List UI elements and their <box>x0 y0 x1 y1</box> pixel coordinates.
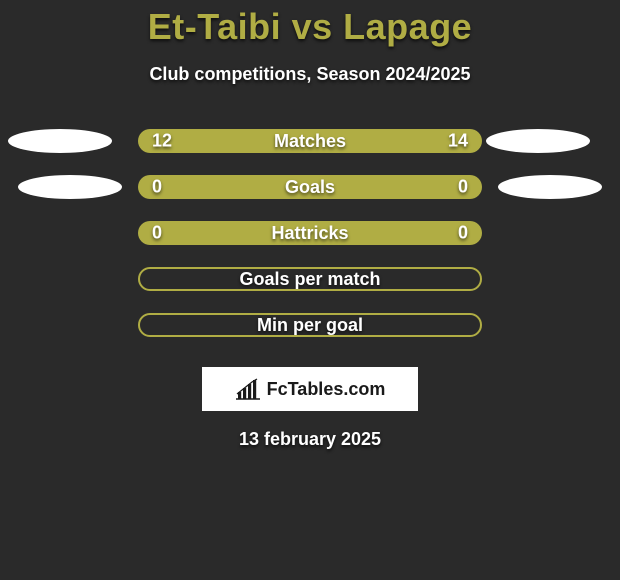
team-left-ellipse <box>8 129 112 153</box>
stat-label: Goals <box>285 177 335 198</box>
chart-bar-icon <box>235 378 261 400</box>
stat-left-value: 12 <box>152 131 172 152</box>
stat-right-value: 0 <box>458 223 468 244</box>
stat-label: Matches <box>274 131 346 152</box>
stat-label: Hattricks <box>271 223 348 244</box>
team-right-ellipse <box>498 175 602 199</box>
stat-pill-matches: 12 Matches 14 <box>138 129 482 153</box>
stat-row-matches: 12 Matches 14 <box>0 129 620 153</box>
logo-box: FcTables.com <box>202 367 418 411</box>
page-title: Et-Taibi vs Lapage <box>0 0 620 48</box>
stat-pill-goals: 0 Goals 0 <box>138 175 482 199</box>
date-label: 13 february 2025 <box>0 429 620 450</box>
stat-pill-hattricks: 0 Hattricks 0 <box>138 221 482 245</box>
stat-pill-goals-per-match: Goals per match <box>138 267 482 291</box>
stat-label: Goals per match <box>239 269 380 290</box>
stat-right-value: 0 <box>458 177 468 198</box>
stat-left-value: 0 <box>152 177 162 198</box>
stat-right-value: 14 <box>448 131 468 152</box>
comparison-infographic: Et-Taibi vs Lapage Club competitions, Se… <box>0 0 620 580</box>
team-left-ellipse <box>18 175 122 199</box>
team-right-ellipse <box>486 129 590 153</box>
page-subtitle: Club competitions, Season 2024/2025 <box>0 64 620 85</box>
stat-row-goals: 0 Goals 0 <box>0 175 620 199</box>
stat-row-hattricks: 0 Hattricks 0 <box>0 221 620 245</box>
stat-pill-min-per-goal: Min per goal <box>138 313 482 337</box>
logo-text: FcTables.com <box>267 379 386 400</box>
stat-row-min-per-goal: Min per goal <box>0 313 620 337</box>
stat-row-goals-per-match: Goals per match <box>0 267 620 291</box>
stat-left-value: 0 <box>152 223 162 244</box>
right-fill <box>310 175 482 199</box>
stat-label: Min per goal <box>257 315 363 336</box>
stat-rows: 12 Matches 14 0 Goals 0 <box>0 129 620 337</box>
